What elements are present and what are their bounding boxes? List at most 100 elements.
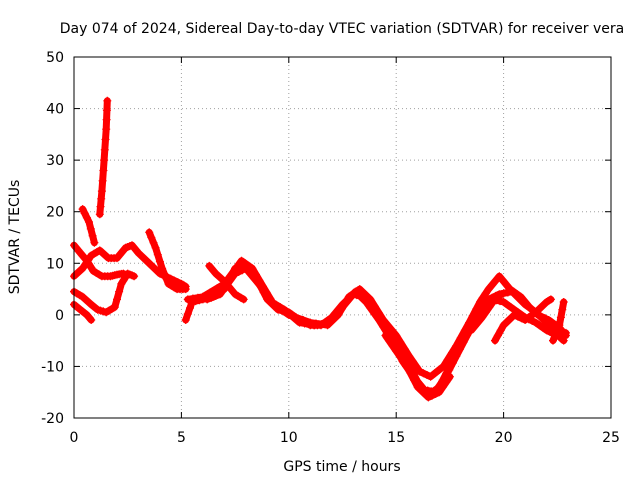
series-track-c — [70, 269, 139, 317]
data-point — [420, 389, 429, 398]
data-point — [545, 296, 554, 305]
y-tick-label: 30 — [46, 153, 64, 169]
data-point — [559, 298, 568, 306]
data-point — [435, 365, 444, 374]
series-track-k — [205, 261, 248, 304]
data-point — [203, 295, 212, 304]
data-point — [445, 372, 454, 381]
data-point — [97, 194, 106, 203]
data-point — [463, 331, 472, 340]
data-point — [134, 249, 143, 257]
data-point — [478, 313, 487, 322]
data-point — [445, 365, 454, 374]
data-point — [103, 96, 112, 105]
data-point — [88, 231, 97, 240]
data-point — [211, 291, 220, 300]
data-point — [95, 210, 104, 219]
data-point — [539, 315, 547, 324]
data-point — [513, 312, 522, 321]
data-point — [442, 377, 451, 386]
data-point — [559, 336, 568, 345]
data-point — [408, 357, 417, 366]
data-point — [493, 331, 502, 340]
data-point — [512, 291, 521, 300]
data-point — [250, 274, 259, 283]
data-point — [555, 321, 564, 330]
data-point — [426, 372, 435, 381]
data-point — [162, 274, 171, 283]
data-point — [110, 303, 119, 312]
x-tick-label: 10 — [280, 430, 298, 446]
data-point — [481, 289, 490, 298]
data-point — [405, 352, 414, 361]
data-point — [508, 287, 517, 296]
data-point — [415, 367, 424, 376]
data-point — [259, 285, 267, 294]
data-point — [141, 255, 150, 264]
data-point — [90, 238, 99, 247]
data-point — [305, 320, 314, 329]
y-tick-label: 10 — [46, 256, 64, 272]
data-point — [231, 269, 240, 278]
data-point — [147, 233, 156, 242]
data-point — [223, 281, 232, 290]
data-point — [81, 260, 90, 269]
data-point — [498, 276, 507, 285]
data-point — [145, 259, 154, 268]
data-point — [448, 359, 457, 367]
y-axis-title: SDTVAR / TECUs — [7, 180, 23, 295]
y-tick-label: 50 — [46, 50, 64, 66]
data-point — [138, 252, 146, 261]
data-point — [239, 295, 248, 304]
data-point — [85, 314, 94, 323]
data-point — [478, 293, 487, 302]
data-point — [314, 320, 323, 329]
data-point — [100, 145, 109, 154]
data-point — [502, 280, 511, 289]
data-point — [491, 336, 499, 345]
data-point — [467, 326, 476, 335]
data-point — [517, 314, 526, 323]
data-point — [86, 224, 95, 233]
data-point — [115, 287, 124, 296]
data-point — [395, 352, 404, 361]
y-tick-label: -10 — [41, 359, 64, 375]
data-point — [267, 298, 276, 306]
data-point — [342, 298, 351, 306]
series-trace — [467, 290, 505, 334]
y-tick-label: 40 — [46, 102, 64, 118]
data-point — [155, 257, 164, 266]
data-point — [413, 383, 422, 392]
data-point — [551, 331, 560, 340]
series-layer — [70, 96, 570, 402]
series-track-n — [491, 295, 555, 345]
data-point — [553, 326, 562, 335]
data-point — [80, 209, 89, 218]
data-point — [160, 269, 169, 278]
data-point — [241, 264, 250, 273]
data-point — [362, 298, 371, 306]
data-point — [539, 301, 547, 310]
data-point — [546, 295, 555, 304]
data-point — [207, 293, 216, 302]
data-point — [102, 125, 111, 134]
data-point — [181, 285, 190, 294]
data-point — [471, 322, 479, 330]
data-point — [400, 345, 409, 354]
series-track-m — [467, 290, 506, 335]
data-point — [381, 331, 390, 340]
data-point — [402, 362, 411, 371]
data-point — [491, 276, 500, 285]
data-point — [351, 287, 360, 296]
data-point — [410, 376, 419, 385]
data-point — [290, 314, 299, 323]
data-point — [392, 331, 401, 340]
data-point — [370, 310, 379, 318]
data-point — [558, 305, 567, 314]
data-point — [310, 321, 319, 330]
data-point — [428, 391, 436, 400]
data-point — [263, 291, 272, 300]
data-point — [130, 272, 139, 281]
data-point — [173, 278, 182, 287]
x-tick-label: 15 — [387, 430, 405, 446]
